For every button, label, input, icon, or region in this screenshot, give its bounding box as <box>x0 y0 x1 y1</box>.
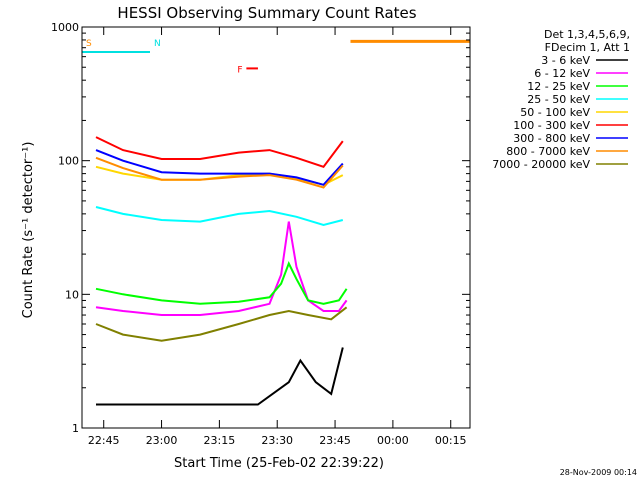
series-line-7 <box>95 156 344 189</box>
series-line-5 <box>95 136 344 168</box>
legend-label-5: 100 - 300 keV <box>513 119 590 132</box>
legend-header-2: FDecim 1, Att 1 <box>545 41 630 54</box>
legend-label-2: 12 - 25 keV <box>527 80 590 93</box>
flag-label-0: S <box>86 39 92 49</box>
y-tick-label-3: 1000 <box>51 21 79 34</box>
series-line-3 <box>95 206 344 227</box>
legend-label-6: 300 - 800 keV <box>513 132 590 145</box>
plot-frame <box>81 26 471 429</box>
flag-label-2: F <box>237 65 242 75</box>
chart-title: HESSI Observing Summary Count Rates <box>117 4 416 22</box>
x-tick-label-3: 23:30 <box>261 434 293 447</box>
y-axis-label: Count Rate (s⁻¹ detector⁻¹) <box>21 142 36 319</box>
x-tick-label-1: 23:00 <box>146 434 178 447</box>
x-axis-label: Start Time (25-Feb-02 22:39:22) <box>174 456 384 471</box>
y-tick-label-1: 10 <box>65 288 79 301</box>
series-line-2 <box>95 261 348 305</box>
legend-label-0: 3 - 6 keV <box>541 54 590 67</box>
x-tick-label-4: 23:45 <box>319 434 351 447</box>
x-tick-label-2: 23:15 <box>204 434 236 447</box>
x-tick-label-0: 22:45 <box>88 434 120 447</box>
legend-header-1: Det 1,3,4,5,6,9, <box>544 28 630 41</box>
y-tick-label-2: 100 <box>58 155 79 168</box>
series-line-0 <box>96 347 344 406</box>
x-tick-label-5: 00:00 <box>377 434 409 447</box>
series-line-1 <box>95 221 348 316</box>
flag-label-1: N <box>154 39 161 49</box>
x-tick-label-6: 00:15 <box>435 434 467 447</box>
series-line-6 <box>95 149 344 186</box>
legend-label-3: 25 - 50 keV <box>527 93 590 106</box>
footer-date: 28-Nov-2009 00:14 <box>560 468 637 477</box>
legend-label-8: 7000 - 20000 keV <box>492 158 590 171</box>
series-line-8 <box>95 306 348 342</box>
y-tick-label-0: 1 <box>72 422 79 435</box>
legend-label-1: 6 - 12 keV <box>534 67 590 80</box>
legend-label-7: 800 - 7000 keV <box>506 145 590 158</box>
legend-label-4: 50 - 100 keV <box>520 106 590 119</box>
